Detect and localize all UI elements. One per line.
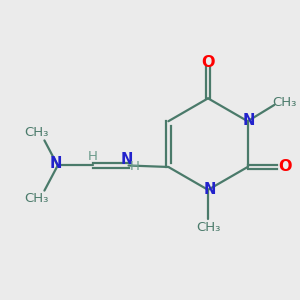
Text: CH₃: CH₃: [24, 192, 48, 206]
Text: CH₃: CH₃: [196, 221, 221, 234]
Text: O: O: [201, 55, 215, 70]
Text: H: H: [130, 160, 140, 173]
Text: N: N: [203, 182, 216, 197]
Text: H: H: [88, 150, 98, 163]
Text: N: N: [121, 152, 133, 166]
Text: O: O: [279, 160, 292, 175]
Text: CH₃: CH₃: [272, 95, 297, 109]
Text: CH₃: CH₃: [24, 126, 48, 139]
Text: N: N: [243, 113, 255, 128]
Text: N: N: [49, 156, 62, 171]
